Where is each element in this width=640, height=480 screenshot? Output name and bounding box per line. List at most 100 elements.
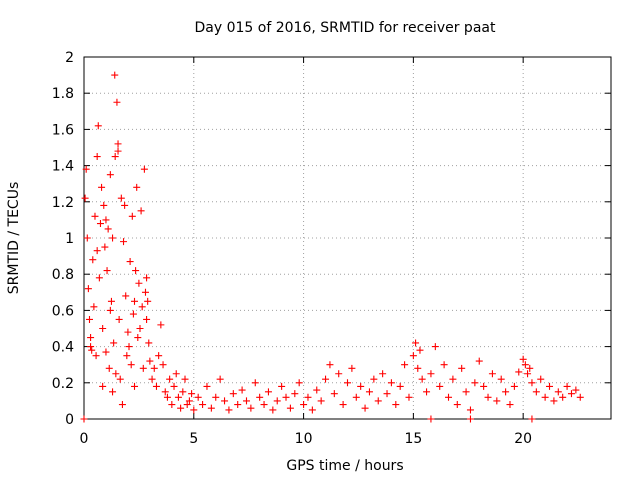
data-point [524,370,532,378]
data-point [282,393,290,401]
data-point [163,393,171,401]
data-point [374,397,382,405]
data-point [221,397,229,405]
data-point [304,393,312,401]
data-point [475,357,483,365]
data-point [300,401,308,409]
data-point [427,370,435,378]
data-points [80,71,584,423]
data-point [181,375,189,383]
data-point [84,285,92,293]
data-point [387,379,395,387]
data-point [124,328,132,336]
data-point [109,234,117,242]
data-point [462,388,470,396]
data-point [229,390,237,398]
data-point [260,401,268,409]
data-point [427,415,435,423]
data-point [87,334,95,342]
data-point [111,71,119,79]
data-point [112,370,120,378]
data-point [199,401,207,409]
data-point [111,153,119,161]
y-tick-label: 2 [65,50,74,66]
x-tick-label: 5 [189,431,198,447]
y-tick-label: 1.2 [52,195,74,211]
data-point [416,346,424,354]
data-point [317,397,325,405]
data-point [242,397,250,405]
data-point [423,388,431,396]
y-axis-label: SRMTID / TECUs [6,182,22,295]
y-tick-label: 0.8 [52,267,74,283]
data-point [146,357,154,365]
data-point [102,348,110,356]
data-point [114,147,122,155]
data-point [105,364,113,372]
data-point [144,297,152,305]
data-point [188,390,196,398]
data-point [379,370,387,378]
data-point [122,292,130,300]
data-point [95,274,103,282]
data-point [132,267,140,275]
data-point [88,346,96,354]
data-point [264,388,272,396]
y-tick-label: 1.6 [52,122,74,138]
data-point [185,397,193,405]
data-point [409,352,417,360]
data-point [106,171,114,179]
data-point [412,339,420,347]
data-point [103,267,111,275]
data-point [238,386,246,394]
data-point [106,306,114,314]
data-point [550,397,558,405]
data-point [453,401,461,409]
data-point [554,388,562,396]
data-point [357,382,365,390]
data-point [361,404,369,412]
data-point [128,212,136,220]
data-point [335,370,343,378]
data-point [138,303,146,311]
data-point [273,397,281,405]
data-point [207,404,215,412]
data-point [326,361,334,369]
data-point [96,220,104,228]
data-point [121,201,129,209]
x-tick-label: 15 [404,431,422,447]
data-point [225,406,233,414]
data-point [168,401,176,409]
data-point [269,406,277,414]
data-point [152,382,160,390]
data-point [183,401,191,409]
data-point [567,390,575,398]
data-point [431,343,439,351]
y-tick-label: 1.4 [52,159,74,175]
data-point [194,393,202,401]
data-point [131,382,139,390]
data-point [370,375,378,383]
data-point [506,401,514,409]
data-point [135,279,143,287]
data-point [493,397,501,405]
data-point [216,375,224,383]
data-point [99,382,107,390]
data-point [89,256,97,264]
data-point [87,343,95,351]
data-point [177,404,185,412]
data-point [532,388,540,396]
data-point [141,288,149,296]
data-point [109,388,117,396]
data-point [82,165,90,173]
data-point [81,194,89,202]
data-point [143,315,151,323]
data-point [166,375,174,383]
data-point [576,393,584,401]
data-point [313,386,321,394]
data-point [148,375,156,383]
data-point [140,165,148,173]
data-point [414,364,422,372]
grid-layer [84,57,611,419]
data-point [118,401,126,409]
